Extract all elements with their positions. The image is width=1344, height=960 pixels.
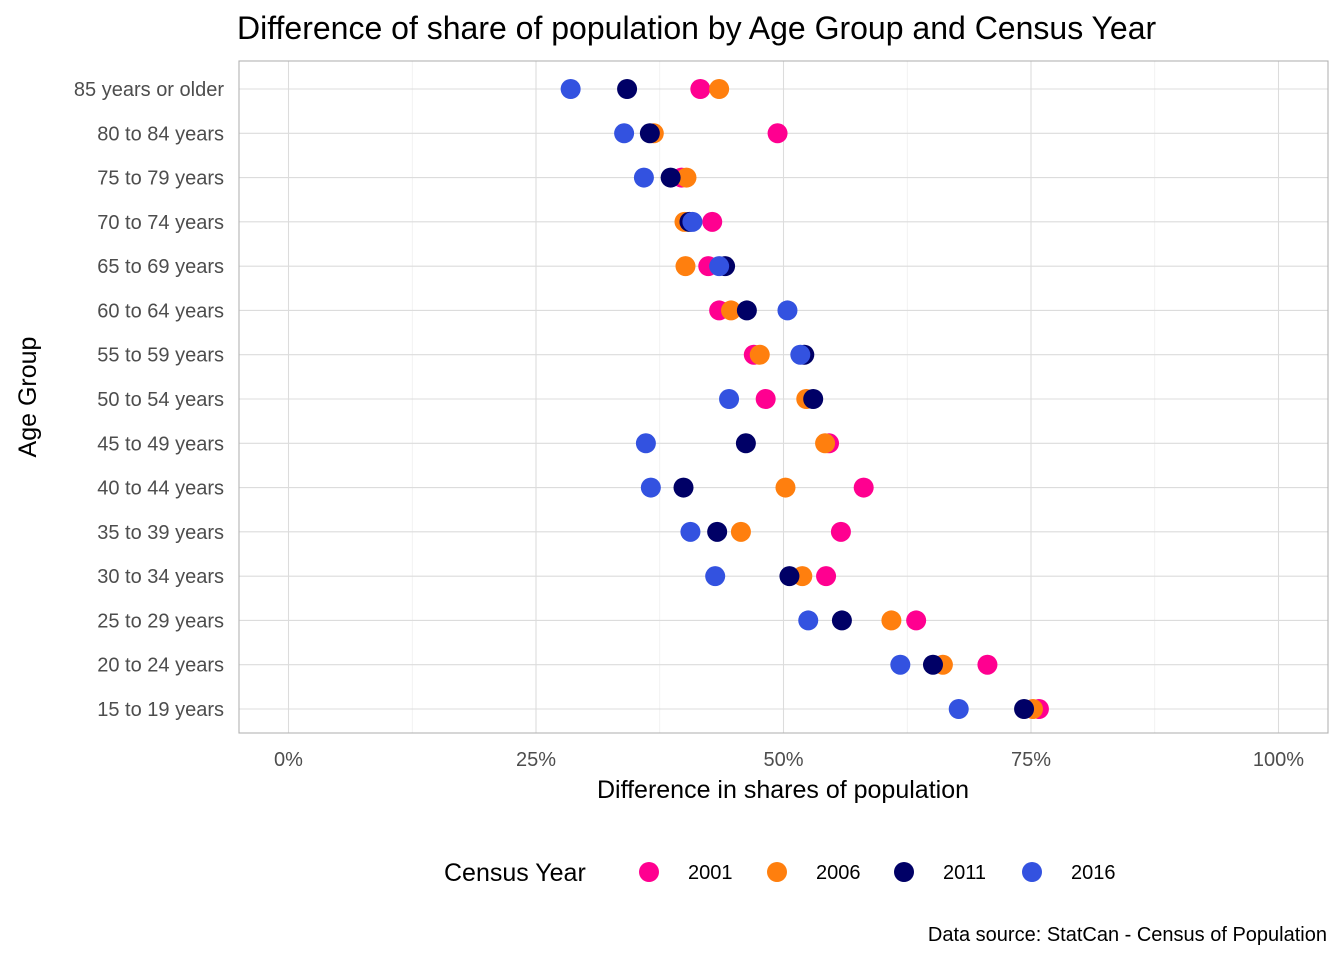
plot-panel-border [238,60,1329,734]
y-tick-label: 35 to 39 years [97,522,224,544]
legend-label-2001: 2001 [688,862,733,884]
point-2001 [816,566,837,587]
point-2011 [779,566,800,587]
point-2016 [790,344,811,365]
y-tick-label: 15 to 19 years [97,699,224,721]
point-2001 [830,521,851,542]
point-2016 [948,699,969,719]
point-2001 [767,123,788,144]
legend-label-2016: 2016 [1071,862,1116,884]
point-2016 [890,654,911,675]
point-2016 [614,123,635,144]
x-tick-label: 0% [274,749,303,771]
point-2011 [673,477,694,498]
x-tick-label: 100% [1253,749,1304,771]
y-tick-label: 85 years or older [74,79,224,101]
point-2016 [560,79,581,99]
point-2006 [881,610,902,631]
point-2001 [853,477,874,498]
point-2016 [682,211,703,232]
chart-title: Difference of share of population by Age… [237,10,1157,46]
y-tick-label: 60 to 64 years [97,300,224,322]
point-2011 [617,79,638,99]
point-2016 [719,389,740,409]
point-2011 [1014,699,1035,719]
y-axis-title: Age Group [14,337,42,458]
legend-key-2001 [639,862,659,882]
data-points [560,79,1049,719]
point-2011 [831,610,852,631]
point-2011 [803,389,824,409]
point-2006 [815,433,836,454]
data-source-caption: Data source: StatCan - Census of Populat… [928,924,1327,946]
legend: Census Year 2001 2006 2011 2016 [444,859,1116,887]
point-2011 [660,167,681,188]
x-tick-label: 75% [1011,749,1051,771]
point-2001 [977,654,998,675]
point-2006 [709,79,730,99]
y-tick-label: 25 to 29 years [97,610,224,632]
point-2001 [906,610,927,631]
y-tick-label: 30 to 34 years [97,566,224,588]
legend-title: Census Year [444,859,586,887]
point-2001 [755,389,776,409]
point-2006 [730,521,751,542]
point-2006 [675,256,696,277]
point-2016 [640,477,661,498]
legend-label-2011: 2011 [943,862,986,884]
y-tick-label: 20 to 24 years [97,655,224,677]
point-2011 [707,521,728,542]
point-2016 [798,610,819,631]
legend-key-2006 [767,862,787,882]
x-tick-label: 50% [763,749,803,771]
x-axis-title: Difference in shares of population [597,776,969,804]
y-tick-label: 70 to 74 years [97,212,224,234]
point-2016 [705,566,726,587]
point-2006 [676,167,697,188]
y-axis-tick-labels: 15 to 19 years 20 to 24 years 25 to 29 yea… [74,79,224,721]
grid-lines [239,61,1328,733]
y-tick-label: 55 to 59 years [97,345,224,367]
point-2006 [721,300,742,321]
y-tick-label: 65 to 69 years [97,256,224,278]
y-tick-label: 40 to 44 years [97,478,224,500]
point-2016 [709,256,730,277]
point-2011 [736,300,757,321]
point-2011 [922,654,943,675]
point-2016 [633,167,654,188]
y-tick-label: 50 to 54 years [97,389,224,411]
point-2016 [680,521,701,542]
point-2001 [690,79,711,99]
legend-label-2006: 2006 [816,862,861,884]
y-tick-label: 45 to 49 years [97,433,224,455]
x-tick-label: 25% [516,749,556,771]
point-2011 [735,433,756,454]
x-axis-tick-labels: 0% 25% 50% 75% 100% [274,749,1304,771]
y-tick-label: 80 to 84 years [97,123,224,145]
point-2006 [749,344,770,365]
point-2016 [777,300,798,321]
point-2001 [702,211,723,232]
point-2006 [775,477,796,498]
point-2011 [639,123,660,144]
legend-key-2016 [1022,862,1042,882]
point-2016 [635,433,656,454]
legend-key-2011 [894,862,914,882]
y-tick-label: 75 to 79 years [97,168,224,190]
